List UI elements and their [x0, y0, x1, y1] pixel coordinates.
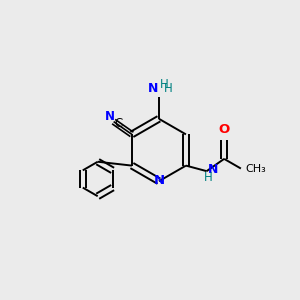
Text: N: N — [153, 174, 164, 187]
Text: C: C — [114, 117, 122, 130]
Text: H: H — [160, 78, 169, 91]
Text: H: H — [203, 172, 212, 184]
Text: O: O — [218, 123, 230, 136]
Text: N: N — [105, 110, 115, 123]
Text: H: H — [164, 82, 173, 95]
Text: N: N — [148, 82, 158, 95]
Text: CH₃: CH₃ — [246, 164, 266, 173]
Text: N: N — [208, 163, 218, 176]
